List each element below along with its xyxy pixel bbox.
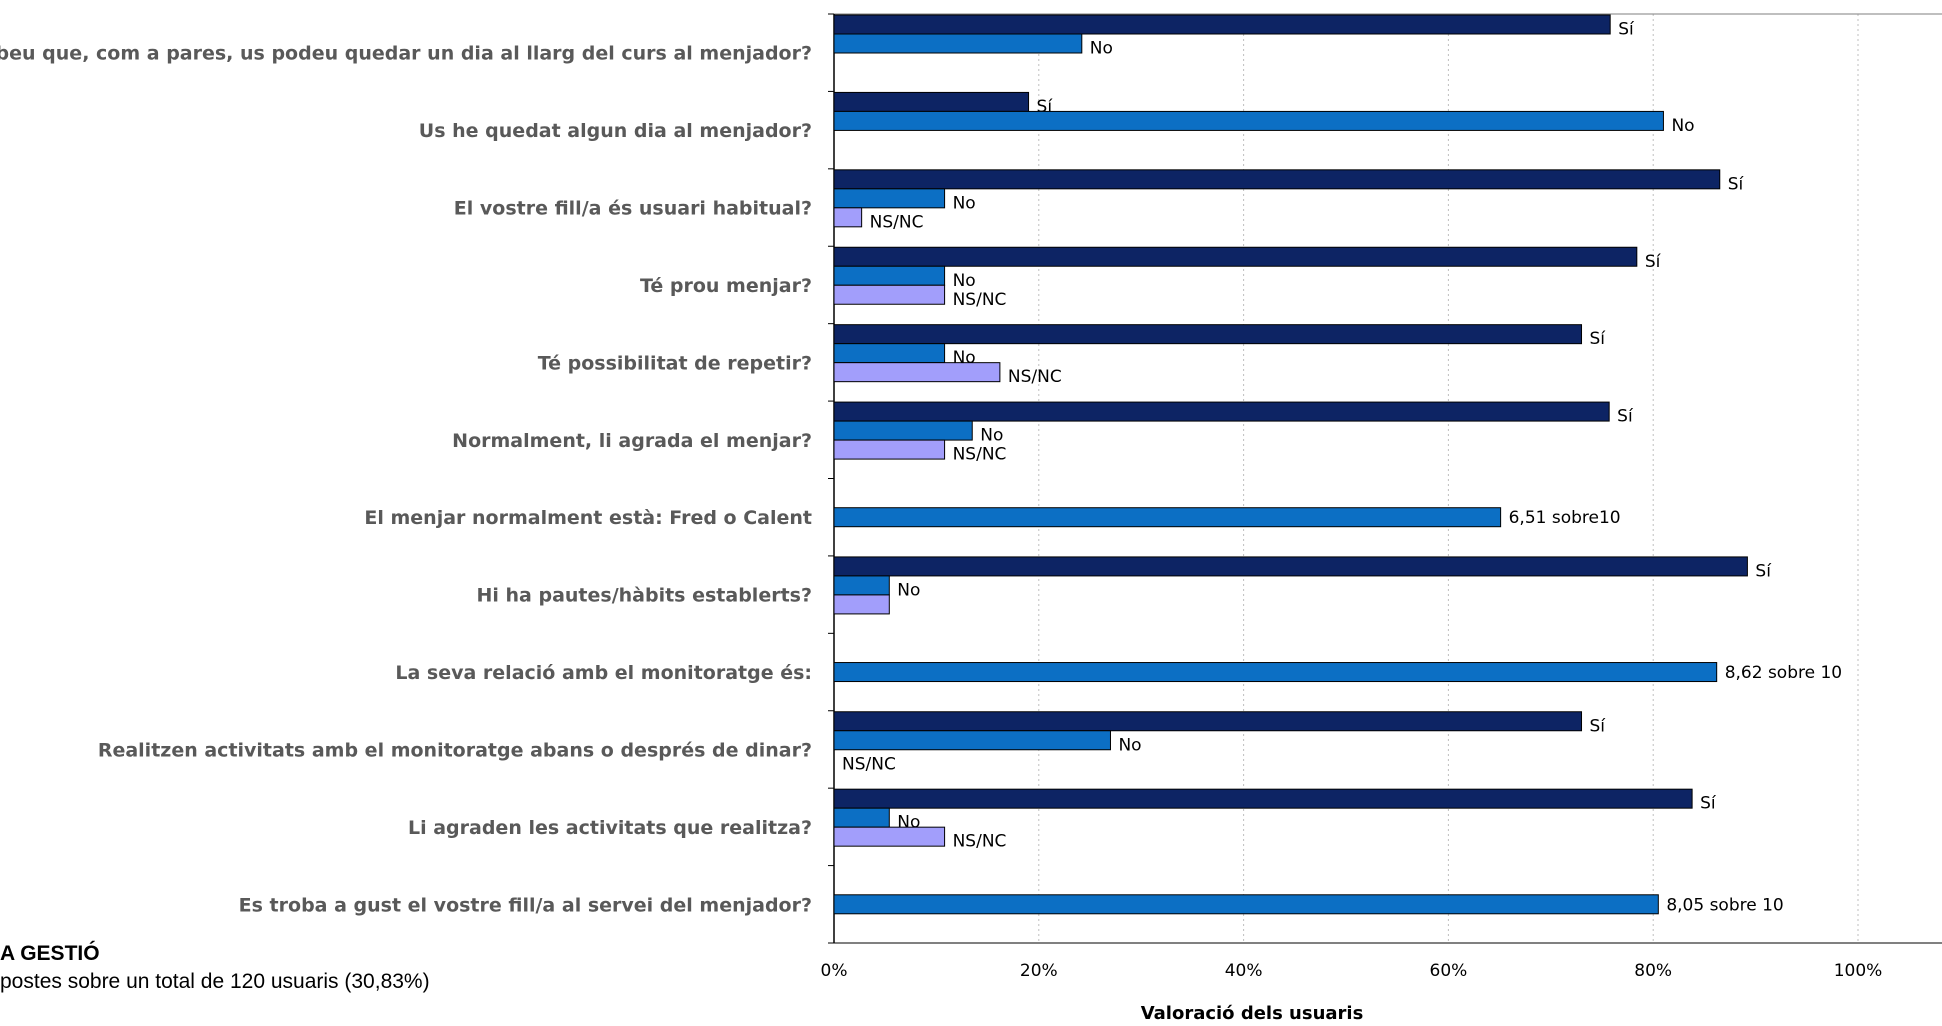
category-label: El vostre fill/a és usuari habitual? <box>454 198 812 220</box>
x-tick-label: 80% <box>1634 961 1672 981</box>
bar-data-label: Sí <box>1590 716 1607 736</box>
category-label: Té prou menjar? <box>640 275 812 297</box>
bar <box>833 594 890 615</box>
bar <box>833 265 946 286</box>
bar <box>833 14 1611 35</box>
bar <box>833 730 1111 751</box>
bar-data-label: Sí <box>1618 20 1635 40</box>
bar-data-label: NS/NC <box>870 212 924 232</box>
bar-data-label: NS/NC <box>953 832 1007 852</box>
bar <box>833 207 863 228</box>
bar-data-label: NS/NC <box>953 290 1007 310</box>
bar-data-label: Sí <box>1755 561 1772 581</box>
category-label: Li agraden les activitats que realitza? <box>408 817 812 839</box>
bar <box>833 169 1721 190</box>
category-label: Hi ha pautes/hàbits establerts? <box>476 585 812 607</box>
bar <box>833 788 1693 809</box>
bar <box>833 91 1030 112</box>
category-label: Sabeu que, com a pares, us podeu quedar … <box>0 43 812 65</box>
bar <box>833 362 1001 383</box>
bar-data-label: NS/NC <box>1008 367 1062 387</box>
bar <box>833 507 1502 528</box>
bar-data-label: NS/NC <box>842 754 896 774</box>
x-tick-label: 0% <box>821 961 848 981</box>
footer-subtitle: postes sobre un total de 120 usuaris (30… <box>0 970 430 993</box>
bar <box>833 807 890 828</box>
bar-data-label: No <box>1090 39 1113 59</box>
category-label: Realitzen activitats amb el monitoratge … <box>98 739 812 761</box>
bar-data-label: Sí <box>1617 407 1634 427</box>
bar-data-label: Sí <box>1728 174 1745 194</box>
x-tick-label: 60% <box>1430 961 1468 981</box>
bar-data-label: 8,62 sobre 10 <box>1725 663 1842 683</box>
bar-data-label: Sí <box>1700 794 1717 814</box>
category-label: Us he quedat algun dia al menjador? <box>419 120 812 142</box>
bar-data-label: 6,51 sobre10 <box>1509 508 1621 528</box>
bar <box>833 575 890 596</box>
bar <box>833 401 1610 422</box>
bar <box>833 324 1583 345</box>
category-label: El menjar normalment està: Fred o Calent <box>364 507 812 529</box>
category-label: Normalment, li agrada el menjar? <box>452 430 812 452</box>
bar <box>833 439 946 460</box>
bar-data-label: No <box>1671 116 1694 136</box>
bar <box>833 826 946 847</box>
bar-data-label: 8,05 sobre 10 <box>1666 895 1783 915</box>
x-tick-label: 20% <box>1020 961 1058 981</box>
bar <box>833 894 1659 915</box>
category-label: Té possibilitat de repetir? <box>538 352 812 374</box>
bar-data-label: NS/NC <box>953 445 1007 465</box>
bar <box>833 556 1748 577</box>
category-label: La seva relació amb el monitoratge és: <box>395 662 812 684</box>
bar-data-label: No <box>953 193 976 213</box>
bar <box>833 246 1638 267</box>
bar <box>833 711 1583 732</box>
footer-title: A GESTIÓ <box>0 942 100 965</box>
bar-data-label: No <box>980 426 1003 446</box>
bar-data-label: No <box>897 580 920 600</box>
bar <box>833 110 1664 131</box>
x-tick-label: 40% <box>1225 961 1263 981</box>
category-label: Es troba a gust el vostre fill/a al serv… <box>239 894 812 916</box>
bar-data-label: No <box>953 271 976 291</box>
bar <box>833 284 946 305</box>
bar <box>833 188 946 209</box>
bar-data-label: Sí <box>1590 329 1607 349</box>
x-tick-label: 100% <box>1834 961 1883 981</box>
bar <box>833 420 973 441</box>
bar-data-label: No <box>1118 735 1141 755</box>
bar <box>833 343 946 364</box>
bar-data-label: Sí <box>1645 252 1662 272</box>
bar <box>833 662 1718 683</box>
bar <box>833 33 1083 54</box>
x-axis-title: Valoració dels usuaris <box>1141 1003 1364 1024</box>
